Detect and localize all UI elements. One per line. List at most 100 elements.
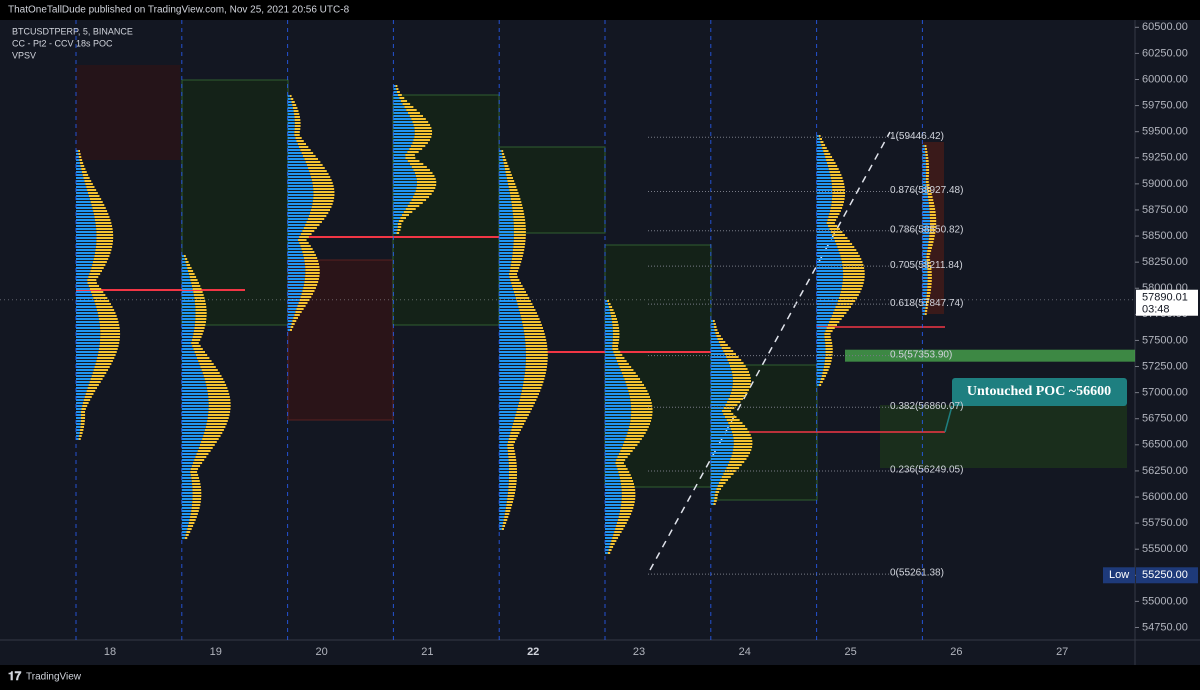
profile-bar <box>826 222 835 224</box>
profile-bar <box>181 267 188 269</box>
profile-bar <box>84 396 92 398</box>
profile-bar <box>414 193 432 195</box>
profile-bar <box>710 359 728 361</box>
profile-bar <box>195 321 206 323</box>
profile-bar <box>710 428 731 430</box>
profile-bar <box>922 265 928 267</box>
profile-bar <box>922 172 927 174</box>
y-tick-label: 59500.00 <box>1142 126 1188 138</box>
profile-bar <box>181 399 209 401</box>
profile-bar <box>710 392 731 394</box>
profile-bar <box>76 324 100 326</box>
profile-bar <box>181 390 208 392</box>
profile-bar <box>93 297 108 299</box>
profile-bar <box>605 390 629 392</box>
profile-bar <box>287 155 303 157</box>
profile-bar <box>710 377 733 379</box>
profile-bar <box>181 447 199 449</box>
profile-bar <box>303 284 318 286</box>
profile-bar <box>922 283 928 285</box>
profile-bar <box>816 381 821 383</box>
profile-bar <box>76 153 79 155</box>
profile-bar <box>397 223 402 225</box>
profile-bar <box>710 329 715 331</box>
profile-bar <box>710 461 730 463</box>
profile-bar <box>710 353 725 355</box>
profile-bar <box>393 103 403 105</box>
profile-bar <box>416 187 436 189</box>
profile-bar <box>407 160 420 162</box>
profile-bar <box>76 375 92 377</box>
x-tick-label: 21 <box>421 646 433 658</box>
profile-bar <box>523 330 544 332</box>
profile-bar <box>826 327 835 329</box>
profile-bar <box>81 408 86 410</box>
profile-bar <box>202 372 220 374</box>
profile-bar <box>181 294 194 296</box>
profile-bar <box>605 450 621 452</box>
profile-bar <box>393 160 408 162</box>
profile-bar <box>297 143 307 145</box>
profile-bar <box>830 177 843 179</box>
profile-bar <box>393 91 397 93</box>
profile-bar <box>84 180 92 182</box>
profile-bar <box>99 345 119 347</box>
profile-bar <box>710 320 713 322</box>
profile-bar <box>310 209 330 211</box>
profile-bar <box>181 441 202 443</box>
profile-bar <box>516 300 531 302</box>
profile-bar <box>614 531 622 533</box>
profile-bar <box>499 204 512 206</box>
profile-bar <box>181 414 209 416</box>
profile-bar <box>728 362 744 364</box>
profile-bar <box>710 383 733 385</box>
profile-bar <box>404 106 414 108</box>
profile-bar <box>89 381 101 383</box>
profile-bar <box>184 255 186 257</box>
profile-bar <box>295 311 302 313</box>
profile-bar <box>287 170 310 172</box>
profile-bar <box>605 510 621 512</box>
profile-bar <box>605 462 616 464</box>
profile-bar <box>608 549 612 551</box>
profile-bar <box>922 169 927 171</box>
x-tick-label: 20 <box>315 646 327 658</box>
profile-bar <box>195 303 206 305</box>
profile-bar <box>499 240 514 242</box>
profile-bar <box>287 218 308 220</box>
y-tick-label: 59000.00 <box>1142 178 1188 190</box>
profile-bar <box>287 299 300 301</box>
profile-bar <box>181 495 193 497</box>
profile-bar <box>710 335 717 337</box>
profile-bar <box>610 312 615 314</box>
profile-bar <box>181 504 192 506</box>
profile-bar <box>605 483 621 485</box>
profile-bar <box>76 156 79 158</box>
profile-bar <box>181 462 193 464</box>
profile-bar <box>287 251 303 253</box>
profile-bar <box>397 226 402 228</box>
value-area <box>181 79 289 326</box>
profile-bar <box>181 531 187 533</box>
profile-bar <box>79 162 84 164</box>
profile-bar <box>927 250 932 252</box>
profile-bar <box>181 354 196 356</box>
profile-bar <box>713 503 716 505</box>
profile-bar <box>312 203 333 205</box>
profile-bar <box>612 537 619 539</box>
profile-bar <box>76 393 86 395</box>
profile-bar <box>192 492 202 494</box>
profile-bar <box>287 149 301 151</box>
profile-bar <box>89 198 102 200</box>
profile-bar <box>76 264 93 266</box>
profile-bar <box>710 422 729 424</box>
y-tick-label: 56750.00 <box>1142 413 1188 425</box>
profile-bar <box>499 339 526 341</box>
profile-bar <box>508 468 517 470</box>
legend-line: BTCUSDTPERP, 5, BINANCE <box>12 26 133 36</box>
profile-bar <box>185 261 189 263</box>
profile-bar <box>98 348 118 350</box>
profile-bar <box>714 500 717 502</box>
profile-bar <box>287 284 304 286</box>
profile-bar <box>843 273 865 275</box>
